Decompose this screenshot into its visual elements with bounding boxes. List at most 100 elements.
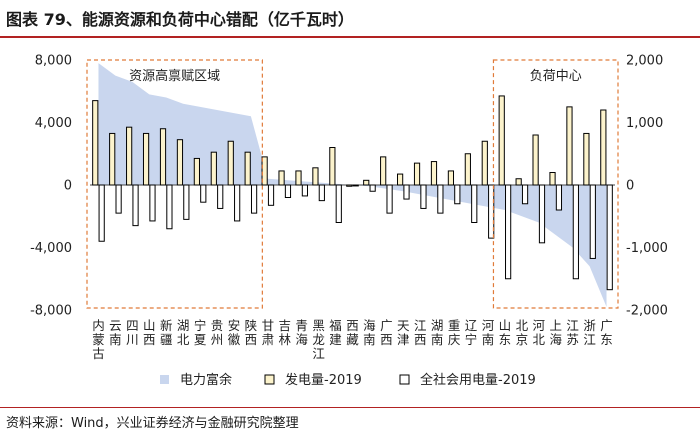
bar-generation	[295, 170, 302, 186]
category-label: 广西	[380, 318, 393, 347]
bar-consumption	[572, 184, 579, 280]
bar-consumption	[471, 184, 478, 223]
category-label: 浙江	[583, 318, 596, 347]
bar-consumption	[420, 184, 427, 209]
bar-generation	[244, 151, 251, 186]
bar-consumption	[352, 184, 359, 187]
bar-consumption	[166, 184, 173, 230]
category-label: 山西	[143, 318, 156, 347]
bar-generation	[481, 140, 488, 186]
bar-consumption	[98, 184, 105, 242]
bar-consumption	[538, 184, 546, 244]
left-axis-tick: -4,000	[30, 241, 72, 256]
bar-consumption	[149, 184, 156, 222]
bar-consumption	[555, 184, 563, 211]
bar-consumption	[505, 184, 512, 280]
category-label: 河北	[533, 318, 546, 347]
left-axis-tick: 0	[64, 179, 72, 194]
bar-generation	[142, 132, 150, 186]
bar-consumption	[488, 184, 495, 239]
source-note: 资料来源：Wind，兴业证券经济与金融研究院整理	[6, 416, 299, 431]
bar-consumption	[606, 184, 613, 291]
bar-generation	[464, 153, 471, 186]
category-label: 上海	[549, 318, 562, 347]
category-label: 北京	[516, 318, 529, 347]
bar-consumption	[369, 184, 376, 192]
category-label: 辽宁	[465, 318, 478, 347]
region-box-load-center	[492, 59, 619, 309]
bar-generation	[447, 170, 455, 186]
region-box-load-center-label: 负荷中心	[530, 69, 582, 84]
left-axis-tick: 8,000	[35, 54, 72, 69]
bar-generation	[312, 167, 319, 186]
category-label: 四川	[126, 318, 139, 347]
category-label: 江西	[414, 318, 427, 347]
axis-layer: 8,000 4,000 0 -4,000 -8,000 2,000 1,000 0 -1,000…	[30, 54, 668, 319]
category-label: 新疆	[160, 318, 173, 347]
bar-consumption	[386, 184, 393, 214]
bar-generation	[210, 151, 217, 186]
category-label: 湖南	[431, 318, 444, 347]
bar-consumption	[183, 184, 190, 220]
legend-generation-swatch	[264, 374, 275, 385]
bar-consumption	[267, 184, 275, 206]
legend-surplus-swatch	[160, 375, 169, 384]
bar-generation	[583, 132, 590, 186]
bar-generation	[363, 179, 370, 186]
bar-consumption	[250, 184, 258, 214]
bar-consumption	[132, 184, 139, 227]
bar-generation	[176, 139, 184, 186]
bar-generation	[397, 173, 404, 186]
category-label: 黑龙江	[312, 318, 325, 361]
bar-consumption	[318, 184, 325, 202]
category-label: 天津	[397, 318, 410, 347]
category-label: 河南	[482, 318, 495, 347]
category-label: 甘肃	[262, 318, 275, 347]
bar-generation	[92, 100, 99, 186]
bar-layer	[92, 95, 613, 291]
bar-generation	[532, 134, 539, 186]
bar-consumption	[589, 184, 596, 259]
right-axis-tick: 2,000	[626, 54, 663, 69]
left-axis-tick: 4,000	[35, 116, 72, 131]
bar-consumption	[301, 184, 308, 197]
bar-consumption	[437, 184, 444, 214]
bar-consumption	[403, 184, 410, 200]
bar-generation	[329, 147, 336, 186]
bar-generation	[549, 172, 556, 186]
category-label: 湖北	[177, 318, 190, 347]
legend: 电力富余 发电量-2019 全社会用电量-2019	[160, 372, 536, 388]
bar-generation	[346, 184, 353, 187]
bar-consumption	[521, 184, 529, 205]
bar-consumption	[115, 184, 122, 214]
region-box-resource	[86, 59, 263, 309]
region-box-layer: 资源高禀赋区域 负荷中心	[86, 59, 619, 309]
category-label-layer: 内蒙古云南四川山西新疆湖北宁夏贵州安徽陕西甘肃吉林青海黑龙江福建西藏海南广西天津…	[92, 318, 613, 361]
bar-generation	[515, 178, 522, 186]
right-axis-tick: -1,000	[626, 241, 668, 256]
category-label: 山东	[499, 318, 512, 347]
bar-generation	[498, 95, 505, 186]
bar-generation	[413, 162, 421, 186]
legend-consumption-swatch	[399, 374, 410, 385]
category-label: 青海	[295, 318, 308, 347]
region-box-resource-label: 资源高禀赋区域	[129, 68, 220, 84]
right-axis-tick: 0	[626, 179, 634, 194]
category-label: 云南	[109, 318, 122, 347]
bar-consumption	[454, 184, 461, 205]
bar-generation	[109, 132, 116, 186]
bar-consumption	[217, 184, 224, 209]
bar-generation	[278, 170, 285, 186]
bar-consumption	[200, 184, 207, 203]
left-axis-tick: -8,000	[30, 304, 72, 319]
right-axis-tick: 1,000	[626, 116, 663, 131]
bar-generation	[430, 161, 438, 186]
footer-rule	[0, 407, 700, 408]
legend-generation-label: 发电量-2019	[285, 372, 362, 388]
chart: 资源高禀赋区域 负荷中心 8,000 4,000 0 -4,000 -8,000 2,000…	[30, 54, 668, 389]
legend-surplus-label: 电力富余	[180, 372, 232, 388]
bar-consumption	[284, 184, 292, 198]
title-rule	[0, 36, 700, 38]
bar-generation	[380, 156, 387, 186]
bar-generation	[227, 140, 234, 186]
